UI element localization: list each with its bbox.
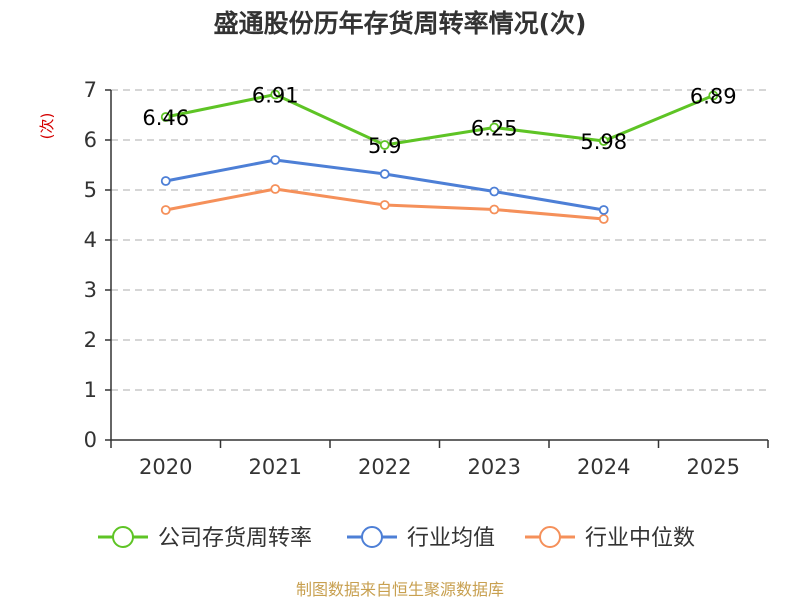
legend-item-2[interactable]: 行业均值 (347, 526, 495, 551)
data-point[interactable] (379, 169, 390, 179)
data-label: 5.98 (580, 130, 627, 154)
y-tick-label: 7 (84, 78, 97, 102)
data-point[interactable] (270, 184, 281, 194)
legend[interactable]: 公司存货周转率 行业均值 行业中位数 (98, 526, 695, 551)
y-tick-label: 4 (84, 228, 97, 252)
x-tick-label: 2021 (249, 455, 302, 479)
legend-item-1[interactable]: 公司存货周转率 (98, 526, 312, 551)
y-tick-label: 0 (84, 428, 97, 452)
data-point[interactable] (489, 186, 500, 197)
source-note: 制图数据来自恒生聚源数据库 (296, 580, 504, 599)
x-tick-label: 2024 (577, 455, 630, 479)
data-point[interactable] (489, 122, 500, 133)
y-tick-label: 6 (84, 128, 97, 152)
legend-label: 行业均值 (407, 526, 495, 551)
x-tick-label: 2025 (687, 455, 740, 479)
data-point[interactable] (598, 205, 609, 215)
data-label: 6.46 (142, 106, 189, 130)
data-point[interactable] (708, 90, 719, 101)
legend-marker (539, 526, 561, 548)
legend-label: 公司存货周转率 (158, 526, 312, 551)
axes: 0 1 2 3 4 5 6 7 2020 2021 2022 2023 2024 2025 (84, 78, 769, 479)
data-point[interactable] (379, 140, 390, 150)
y-tick-label: 3 (84, 278, 97, 302)
data-point[interactable] (270, 89, 281, 100)
x-tick-label: 2023 (468, 455, 521, 479)
y-tick-label: 2 (84, 328, 97, 352)
chart-title: 盛通股份历年存货周转率情况(次) (214, 9, 587, 38)
data-point[interactable] (270, 155, 281, 165)
legend-label: 行业中位数 (585, 526, 695, 551)
data-label: 6.91 (252, 84, 299, 108)
data-point[interactable] (160, 176, 171, 186)
legend-item-3[interactable]: 行业中位数 (525, 526, 695, 551)
data-label: 6.89 (690, 85, 737, 109)
x-tick-label: 2020 (139, 455, 192, 479)
series-layer (160, 89, 719, 224)
series-1 (160, 89, 719, 150)
series-3 (160, 184, 609, 224)
data-label: 5.9 (368, 134, 401, 158)
data-labels: 6.46 6.91 5.9 6.25 5.98 6.89 (142, 84, 736, 159)
data-point[interactable] (160, 205, 171, 215)
series-2 (160, 155, 609, 215)
y-axis-label: (次) (38, 113, 56, 140)
data-point[interactable] (598, 136, 609, 146)
data-point[interactable] (489, 204, 500, 215)
y-tick-label: 1 (84, 378, 97, 402)
data-point[interactable] (160, 112, 171, 122)
grid-lines (111, 89, 768, 391)
series-line (165, 93, 714, 147)
data-point[interactable] (598, 214, 609, 224)
x-tick-label: 2022 (358, 455, 411, 479)
legend-marker (112, 526, 134, 548)
data-label: 6.25 (471, 117, 518, 141)
y-tick-label: 5 (84, 178, 97, 202)
legend-marker (361, 526, 383, 548)
data-point[interactable] (379, 200, 390, 210)
